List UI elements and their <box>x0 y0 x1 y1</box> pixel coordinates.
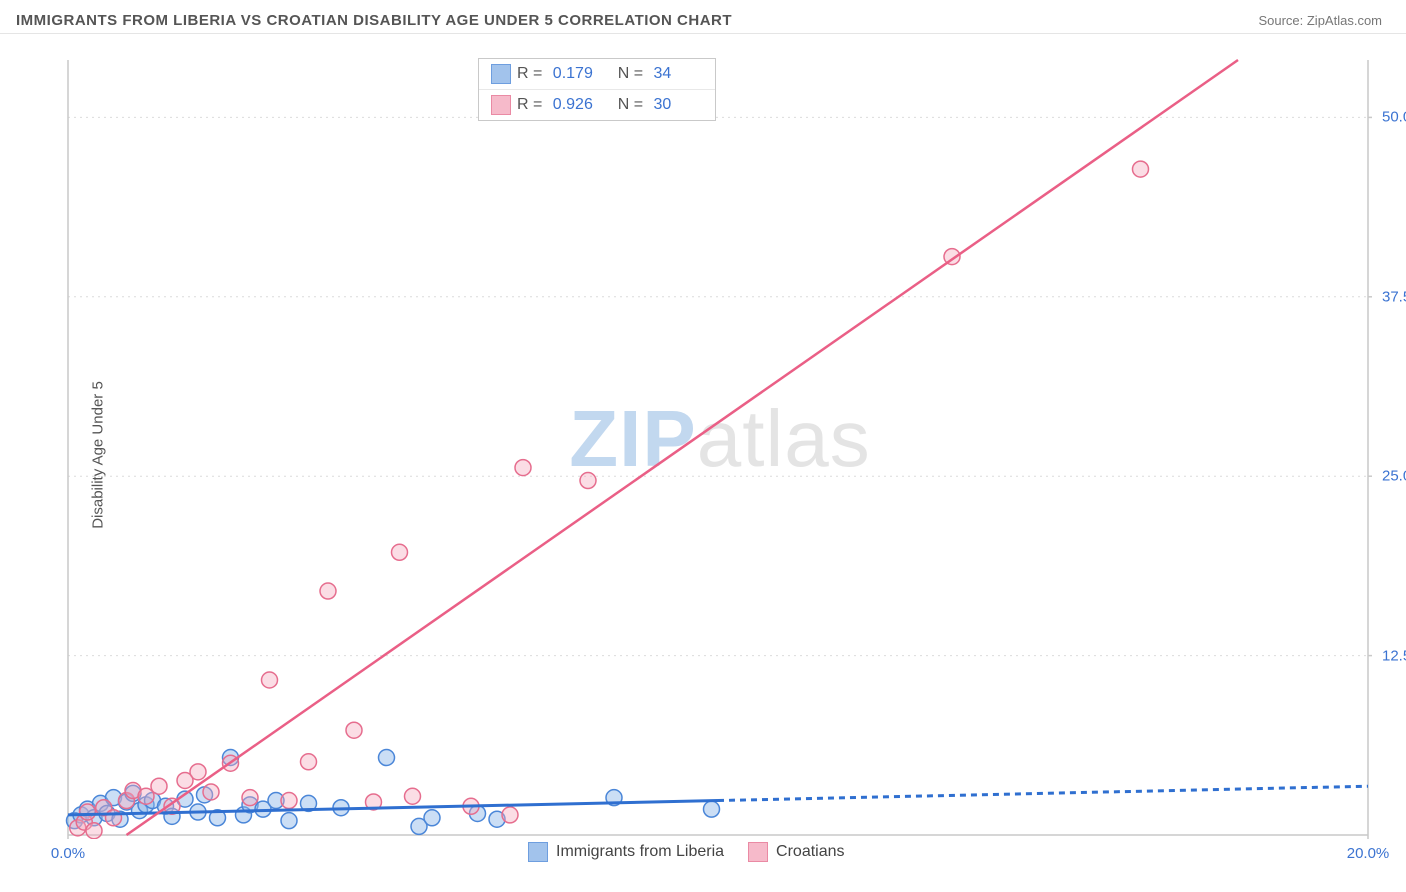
chart-title: IMMIGRANTS FROM LIBERIA VS CROATIAN DISA… <box>16 12 732 29</box>
correlation-legend-row: R = 0.926 N = 30 <box>479 89 715 120</box>
x-tick-label: 0.0% <box>51 845 85 862</box>
legend-n-label: N = <box>609 65 648 83</box>
correlation-legend: R = 0.179 N = 34R = 0.926 N = 30 <box>478 58 716 121</box>
legend-swatch-icon <box>528 842 548 862</box>
legend-swatch-icon <box>491 64 511 84</box>
chart-header: IMMIGRANTS FROM LIBERIA VS CROATIAN DISA… <box>0 0 1406 34</box>
y-tick-label: 37.5% <box>1382 288 1390 305</box>
x-tick-label: 20.0% <box>1347 845 1390 862</box>
series-legend-label: Immigrants from Liberia <box>556 843 724 861</box>
source-attribution: Source: ZipAtlas.com <box>1258 13 1382 28</box>
series-legend-entry: Croatians <box>748 842 844 862</box>
legend-r-value: 0.179 <box>553 65 603 83</box>
legend-n-value: 30 <box>653 96 703 114</box>
series-legend-label: Croatians <box>776 843 844 861</box>
series-legend: Immigrants from Liberia Croatians <box>528 842 845 862</box>
legend-swatch-icon <box>491 95 511 115</box>
y-tick-label: 25.0% <box>1382 468 1390 485</box>
scatter-plot <box>50 50 1372 839</box>
legend-r-value: 0.926 <box>553 96 603 114</box>
y-tick-label: 12.5% <box>1382 647 1390 664</box>
legend-swatch-icon <box>748 842 768 862</box>
correlation-legend-row: R = 0.179 N = 34 <box>479 59 715 89</box>
legend-r-label: R = <box>517 65 547 83</box>
series-legend-entry: Immigrants from Liberia <box>528 842 724 862</box>
y-tick-label: 50.0% <box>1382 109 1390 126</box>
chart-area: Disability Age Under 5 ZIPatlas R = 0.17… <box>50 50 1390 860</box>
legend-r-label: R = <box>517 96 547 114</box>
legend-n-value: 34 <box>653 65 703 83</box>
legend-n-label: N = <box>609 96 648 114</box>
